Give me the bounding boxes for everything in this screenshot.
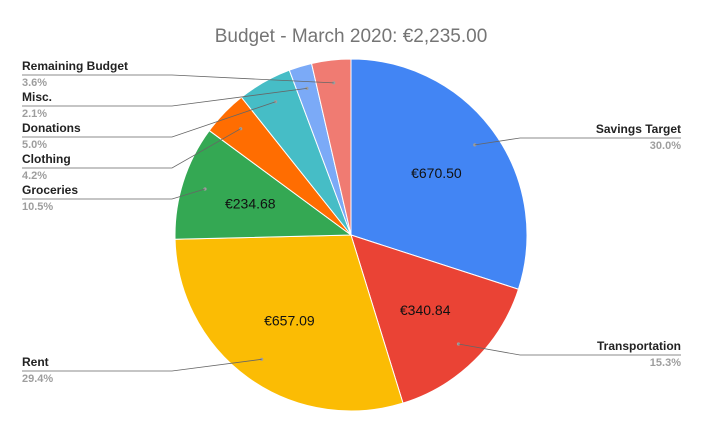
callout-percent-misc: 2.1%: [22, 108, 47, 120]
callout-leaders: [22, 74, 681, 372]
leader-line-rent: [22, 358, 262, 372]
leader-line-groceries: [22, 188, 206, 200]
callout-labels: Savings Target 30.0% Transportation 15.3% Re…: [22, 59, 681, 385]
leader-line-savings-target: [474, 137, 681, 146]
callout-percent-rent: 29.4%: [22, 373, 53, 385]
slice-savings-target[interactable]: [350, 58, 528, 290]
callout-name-misc: Misc.: [22, 90, 52, 104]
callout-name-donations: Donations: [22, 121, 81, 135]
callout-name-remaining-budget: Remaining Budget: [22, 59, 128, 73]
callout-name-clothing: Clothing: [22, 152, 71, 166]
leader-line-donations: [22, 101, 276, 138]
leader-line-clothing: [22, 128, 241, 169]
leader-line-transportation: [458, 343, 681, 356]
leader-line-misc: [22, 88, 307, 107]
pie-slices: [174, 58, 528, 412]
slice-value-label-transportation: €340.84: [400, 302, 451, 318]
callout-percent-clothing: 4.2%: [22, 170, 47, 182]
callout-percent-groceries: 10.5%: [22, 201, 53, 213]
slice-value-label-savings-target: €670.50: [411, 165, 462, 181]
callout-name-rent: Rent: [22, 355, 49, 369]
callout-percent-remaining-budget: 3.6%: [22, 77, 47, 89]
callout-name-transportation: Transportation: [597, 339, 681, 353]
slice-value-labels: €670.50 €340.84 €657.09 €234.68: [225, 165, 462, 329]
slice-groceries[interactable]: [174, 129, 353, 240]
callout-percent-donations: 5.0%: [22, 139, 47, 151]
slice-remaining-budget[interactable]: [310, 58, 352, 236]
callout-name-savings-target: Savings Target: [596, 122, 681, 136]
callout-name-groceries: Groceries: [22, 183, 78, 197]
slice-rent[interactable]: [174, 234, 404, 412]
callout-percent-savings-target: 30.0%: [650, 140, 681, 152]
slice-value-label-rent: €657.09: [264, 313, 315, 329]
slice-transportation[interactable]: [350, 234, 520, 404]
callout-percent-transportation: 15.3%: [650, 357, 681, 369]
slice-value-label-groceries: €234.68: [225, 195, 276, 211]
chart-title: Budget - March 2020: €2,235.00: [215, 26, 488, 47]
leader-line-remaining-budget: [22, 74, 334, 84]
